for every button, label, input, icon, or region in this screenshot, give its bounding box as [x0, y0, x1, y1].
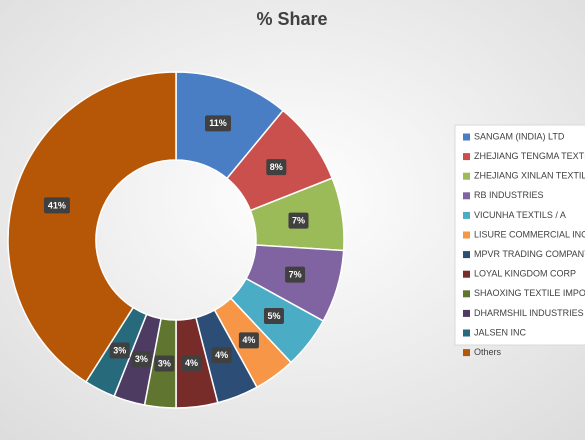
data-label-box — [43, 197, 70, 214]
legend-swatch — [463, 309, 470, 317]
legend-label: SHAOXING TEXTILE IMPORT A — [474, 288, 585, 298]
data-label-box — [181, 355, 202, 372]
data-label-box — [263, 308, 284, 325]
legend-swatch — [463, 349, 470, 357]
data-label: 7% — [289, 269, 302, 279]
data-label-box — [205, 115, 232, 132]
data-label: 4% — [185, 358, 198, 368]
legend-box — [454, 124, 585, 346]
data-label: 4% — [242, 335, 255, 345]
data-label: 8% — [270, 162, 283, 172]
data-label-box — [238, 332, 259, 349]
data-label: 7% — [292, 215, 305, 225]
legend-label: VICUNHA TEXTILS / A — [474, 210, 566, 220]
legend-label: LOYAL KINGDOM CORP — [474, 269, 576, 279]
data-label-box — [131, 351, 152, 368]
legend-swatch — [463, 133, 470, 141]
data-label-box — [211, 347, 232, 364]
legend-swatch — [463, 192, 470, 200]
data-label: 5% — [267, 311, 280, 321]
donut-slice — [7, 71, 177, 383]
legend-label: ZHEJIANG XINLAN TEXTILE CO — [474, 171, 585, 181]
data-label: 3% — [135, 354, 148, 364]
legend-label: DHARMSHIL INDUSTRIES PVT — [474, 308, 585, 318]
legend-label: MPVR TRADING COMPANY S — [474, 249, 585, 259]
data-label-box — [285, 266, 306, 283]
legend-label: ZHEJIANG TENGMA TEXTILE ( — [474, 151, 585, 161]
legend-swatch — [463, 329, 470, 337]
legend-swatch — [463, 231, 470, 239]
data-label-box — [288, 212, 309, 229]
legend-swatch — [463, 172, 470, 180]
data-label: 41% — [48, 200, 66, 210]
legend-label: Others — [474, 347, 502, 357]
legend-swatch — [463, 153, 470, 161]
data-label: 4% — [215, 350, 228, 360]
data-label: 3% — [158, 358, 171, 368]
legend-swatch — [463, 251, 470, 259]
legend-label: LISURE COMMERCIAL INC — [474, 229, 585, 239]
data-label-box — [266, 159, 287, 176]
data-label: 11% — [209, 118, 227, 128]
data-label-box — [109, 342, 130, 359]
chart-title: % Share — [256, 9, 327, 29]
data-label-box — [154, 355, 175, 372]
legend-swatch — [463, 290, 470, 298]
legend-swatch — [463, 270, 470, 278]
legend-label: SANGAM (INDIA) LTD — [474, 131, 565, 141]
legend-swatch — [463, 211, 470, 219]
legend-label: JALSEN INC — [474, 327, 527, 337]
legend-label: RB INDUSTRIES — [474, 190, 544, 200]
data-label: 3% — [113, 345, 126, 355]
